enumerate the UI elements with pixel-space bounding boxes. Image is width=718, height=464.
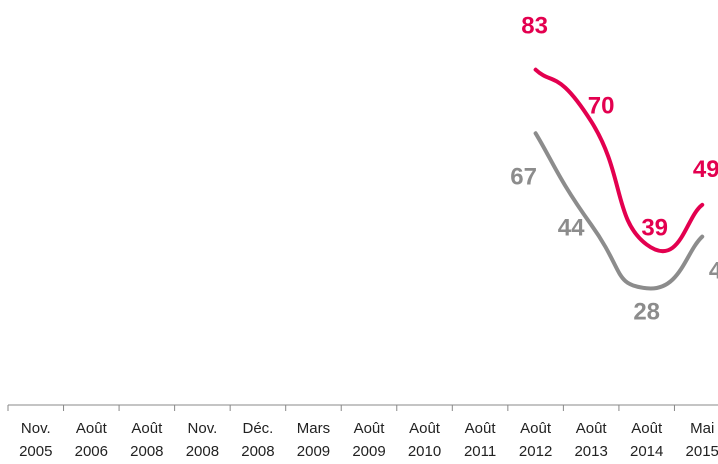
x-tick-label-month: Août: [354, 420, 386, 437]
x-tick-label-year: 2015: [686, 443, 718, 460]
x-tick-label-month: Août: [631, 420, 663, 437]
x-tick-label-year: 2011: [464, 443, 496, 460]
x-tick-label-year: 2013: [574, 443, 607, 460]
x-tick-label-month: Août: [465, 420, 497, 437]
x-tick-label: Août 2008: [130, 420, 163, 460]
series-line-red: [533, 67, 705, 254]
x-tick-label-year: 2008: [186, 443, 219, 460]
data-label: 49: [693, 156, 718, 183]
x-tick-label-year: 2009: [352, 443, 385, 460]
data-label: 83: [521, 13, 548, 40]
x-tick-label: Août 2011: [464, 420, 496, 460]
x-tick-label-month: Août: [576, 420, 608, 437]
x-tick-label: Août 2010: [408, 420, 441, 460]
x-tick-label: Août 2013: [574, 420, 607, 460]
x-axis: Nov. 2005 Août 2006 Août 2008 Nov. 2008 Déc. 2008…: [7, 404, 718, 460]
data-label: 39: [641, 215, 668, 242]
x-tick-label-year: 2008: [130, 443, 163, 460]
data-labels: 67 44 28 41 83 70 39 49: [510, 13, 718, 326]
x-tick-label-month: Nov.: [21, 420, 51, 437]
x-tick-label: Août 2006: [75, 420, 108, 460]
x-tick-label-month: Déc.: [243, 420, 274, 437]
data-label: 41: [709, 258, 718, 285]
x-tick-label: Août 2009: [352, 420, 385, 460]
data-label: 28: [633, 298, 660, 325]
x-tick-label-year: 2008: [241, 443, 274, 460]
x-tick-label: Mai 2015: [686, 420, 718, 460]
x-tick-label-month: Nov.: [188, 420, 218, 437]
series-layer: [533, 67, 705, 291]
series-line-grey: [533, 131, 705, 291]
x-tick-label-month: Août: [131, 420, 163, 437]
x-tick-label-month: Août: [76, 420, 108, 437]
data-label: 44: [558, 215, 585, 242]
data-label: 70: [588, 92, 615, 119]
x-tick-label: Août 2014: [630, 420, 663, 460]
x-tick-label: Mars 2009: [297, 420, 330, 460]
x-tick-label-month: Mai: [690, 420, 714, 437]
x-tick-label-month: Mars: [297, 420, 330, 437]
x-tick-label: Nov. 2005: [19, 420, 52, 460]
x-tick-label: Août 2012: [519, 420, 552, 460]
x-tick-label-year: 2009: [297, 443, 330, 460]
x-tick-label: Nov. 2008: [186, 420, 219, 460]
x-tick-label-year: 2005: [19, 443, 52, 460]
x-tick-label-year: 2006: [75, 443, 108, 460]
x-tick-label-year: 2014: [630, 443, 663, 460]
x-tick-label-month: Août: [520, 420, 552, 437]
x-tick-label: Déc. 2008: [241, 420, 274, 460]
data-label: 67: [510, 163, 537, 190]
x-tick-label-year: 2010: [408, 443, 441, 460]
x-tick-label-month: Août: [409, 420, 441, 437]
x-tick-label-year: 2012: [519, 443, 552, 460]
